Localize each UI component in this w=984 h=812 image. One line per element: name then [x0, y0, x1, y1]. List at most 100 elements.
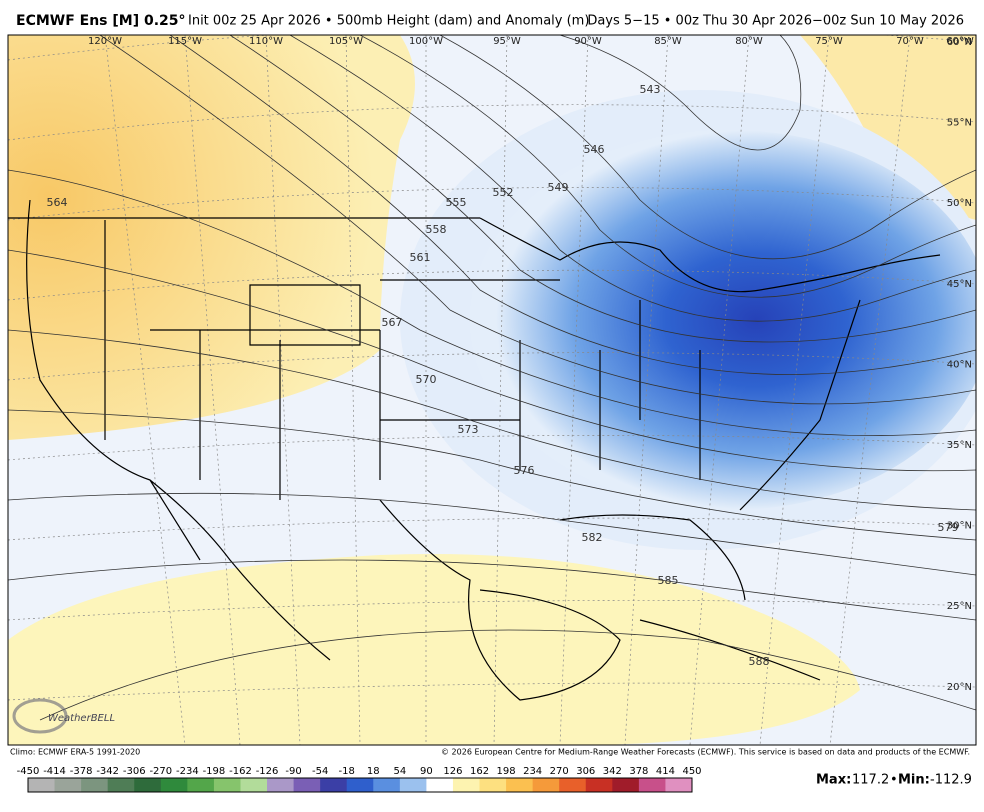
colorbar-tick-label: -198 [203, 766, 226, 777]
lon-label: 95°W [493, 36, 521, 47]
copyright: © 2026 European Centre for Medium-Range … [441, 748, 970, 757]
lat-labels: 60°N 55°N 50°N 45°N 40°N 35°N 30°N 25°N 20°N [947, 37, 972, 693]
lat-label: 20°N [947, 682, 972, 693]
colorbar-tick-label: 90 [420, 766, 433, 777]
lon-label: 115°W [168, 36, 202, 47]
contours [8, 35, 976, 721]
colorbar-swatch [293, 778, 321, 792]
colorbar-tick-label: 198 [497, 766, 516, 777]
colorbar-swatch [160, 778, 188, 792]
colorbar-tick-label: 162 [470, 766, 489, 777]
contour-label: 579 [938, 521, 959, 534]
colorbar-swatch [107, 778, 135, 792]
colorbar-tick-label: -270 [149, 766, 172, 777]
lon-label: 120°W [88, 36, 122, 47]
colorbar-swatch [134, 778, 162, 792]
logo: WeatherBELL [12, 698, 115, 734]
colorbar-swatch [612, 778, 640, 792]
graticule [8, 35, 976, 745]
lon-label: 85°W [654, 36, 682, 47]
colorbar-swatch [54, 778, 82, 792]
lat-label: 40°N [947, 359, 972, 370]
min-value: -112.9 [930, 773, 972, 788]
contour-label: 543 [640, 83, 661, 96]
contour-label: 585 [658, 574, 679, 587]
colorbar-swatch [213, 778, 241, 792]
colorbar-tick-label: -162 [229, 766, 252, 777]
lon-label: 100°W [409, 36, 443, 47]
lon-label: 60°W [946, 36, 974, 47]
contour-label: 564 [47, 196, 68, 209]
lat-label: 35°N [947, 440, 972, 451]
max-label: Max: [816, 773, 851, 788]
map: 543 546 549 552 555 558 561 564 567 570 … [8, 35, 976, 745]
lon-label: 75°W [815, 36, 843, 47]
colorbar-tick-label: -378 [70, 766, 93, 777]
stats: Max: 117.2 • Min: -112.9 [816, 773, 972, 788]
south-anomaly [8, 554, 860, 745]
colorbar-tick-label: -54 [312, 766, 328, 777]
contour-label: 558 [426, 223, 447, 236]
lon-labels: 120°W 115°W 110°W 105°W 100°W 95°W 90°W 85°W 80°… [88, 36, 974, 47]
title: ECMWF Ens [M] 0.25° [16, 13, 186, 29]
colorbar-tick-label: -234 [176, 766, 199, 777]
ne-anomaly [800, 35, 976, 220]
colorbar-swatch [320, 778, 348, 792]
contour-label: 588 [749, 655, 770, 668]
separator: • [890, 773, 898, 788]
contour-label: 576 [514, 464, 535, 477]
colorbar-swatch [81, 778, 109, 792]
colorbar-tick-label: 306 [576, 766, 595, 777]
contour-label: 570 [416, 373, 437, 386]
valid: Days 5−15 • 00z Thu 30 Apr 2026−00z Sun … [587, 14, 964, 29]
colorbar-frame [27, 777, 693, 793]
colorbar-tick-label: -342 [96, 766, 119, 777]
contour-label: 582 [582, 531, 603, 544]
colorbar-swatch [187, 778, 215, 792]
colorbar: -450 -414 -378 -342 -306 -270 -234 -198 -162 -126… [17, 766, 702, 793]
contour-label: 549 [548, 181, 569, 194]
colorbar-tick-label: 342 [603, 766, 622, 777]
colorbar-swatch [240, 778, 268, 792]
colorbar-swatch [638, 778, 666, 792]
colorbar-swatch [28, 778, 56, 792]
contour-label: 573 [458, 423, 479, 436]
contour-labels: 543 546 549 552 555 558 561 564 567 570 … [47, 83, 959, 668]
colorbar-swatch [532, 778, 560, 792]
colorbar-swatch [559, 778, 587, 792]
climo: Climo: ECMWF ERA-5 1991-2020 [10, 748, 140, 757]
max-value: 117.2 [852, 773, 889, 788]
lon-label: 110°W [249, 36, 283, 47]
colorbar-tick-label: 54 [393, 766, 406, 777]
colorbar-tick-label: 126 [443, 766, 462, 777]
contour-label: 555 [446, 196, 467, 209]
colorbar-tick-label: -126 [256, 766, 279, 777]
lat-label: 60°N [947, 37, 972, 48]
colorbar-swatch [267, 778, 295, 792]
colorbar-swatch [426, 778, 454, 792]
contour-label: 552 [493, 186, 514, 199]
colorbar-swatch [373, 778, 401, 792]
header: ECMWF Ens [M] 0.25° Init 00z 25 Apr 2026… [16, 13, 964, 29]
lon-label: 70°W [896, 36, 924, 47]
lon-label: 105°W [329, 36, 363, 47]
colorbar-swatch [399, 778, 427, 792]
colorbar-swatch [665, 778, 693, 792]
map-frame [7, 34, 977, 746]
lat-label: 30°N [947, 521, 972, 532]
lon-label: 90°W [574, 36, 602, 47]
colorbar-tick-label: 270 [550, 766, 569, 777]
colorbar-tick-label: 378 [629, 766, 648, 777]
colorbar-tick-label: -414 [43, 766, 66, 777]
west-anomaly [8, 35, 415, 440]
contour-label: 561 [410, 251, 431, 264]
colorbar-swatch [479, 778, 507, 792]
colorbar-tick-label: -450 [17, 766, 40, 777]
lat-label: 45°N [947, 279, 972, 290]
colorbar-swatch [585, 778, 613, 792]
colorbar-swatch [452, 778, 481, 792]
colorbar-tick-label: 18 [367, 766, 380, 777]
logo-text: WeatherBELL [48, 713, 115, 724]
colorbar-tick-label: 234 [523, 766, 542, 777]
colorbar-tick-label: 414 [656, 766, 675, 777]
